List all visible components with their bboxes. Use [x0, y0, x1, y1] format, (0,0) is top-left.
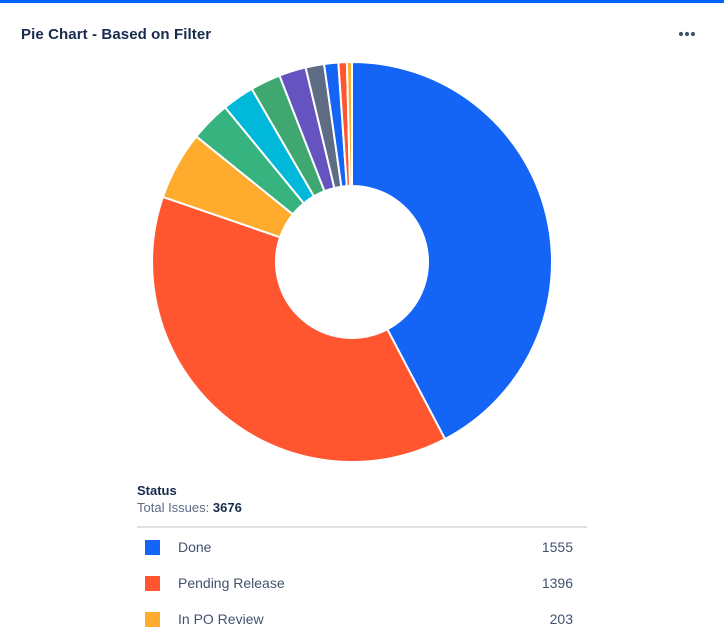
legend-value: 1555	[541, 539, 573, 555]
legend-divider	[137, 526, 587, 528]
legend-row[interactable]: Pending Release 1396	[137, 565, 587, 601]
donut-chart-svg	[151, 60, 553, 463]
legend-label: Pending Release	[178, 575, 285, 591]
more-options-button[interactable]	[674, 25, 700, 43]
legend-swatch	[145, 575, 160, 591]
legend-value: 1396	[541, 575, 573, 591]
legend-swatch	[145, 539, 160, 555]
legend-value: 203	[549, 611, 573, 627]
legend-total: Total Issues: 3676	[137, 499, 587, 517]
legend-total-value: 3676	[212, 500, 242, 515]
gadget-header: Pie Chart - Based on Filter	[0, 3, 724, 63]
pie-slice[interactable]	[151, 195, 447, 463]
legend-heading: Status	[137, 483, 177, 498]
legend-row[interactable]: In PO Review 203	[137, 601, 587, 629]
legend-total-label: Total Issues:	[137, 500, 210, 515]
legend-swatch	[145, 611, 160, 627]
legend-label: In PO Review	[178, 611, 264, 627]
more-horizontal-icon	[678, 31, 696, 37]
gadget-title: Pie Chart - Based on Filter	[21, 26, 212, 43]
donut-chart	[0, 3, 724, 473]
legend-row[interactable]: Done 1555	[137, 529, 587, 565]
chart-legend: Status Total Issues: 3676 Done 1555 Pendin…	[137, 483, 587, 629]
legend-list: Done 1555 Pending Release 1396 In PO Review 2…	[137, 529, 587, 629]
pie-slice[interactable]	[345, 60, 353, 188]
legend-label: Done	[178, 539, 212, 555]
pie-slice[interactable]	[351, 60, 553, 441]
